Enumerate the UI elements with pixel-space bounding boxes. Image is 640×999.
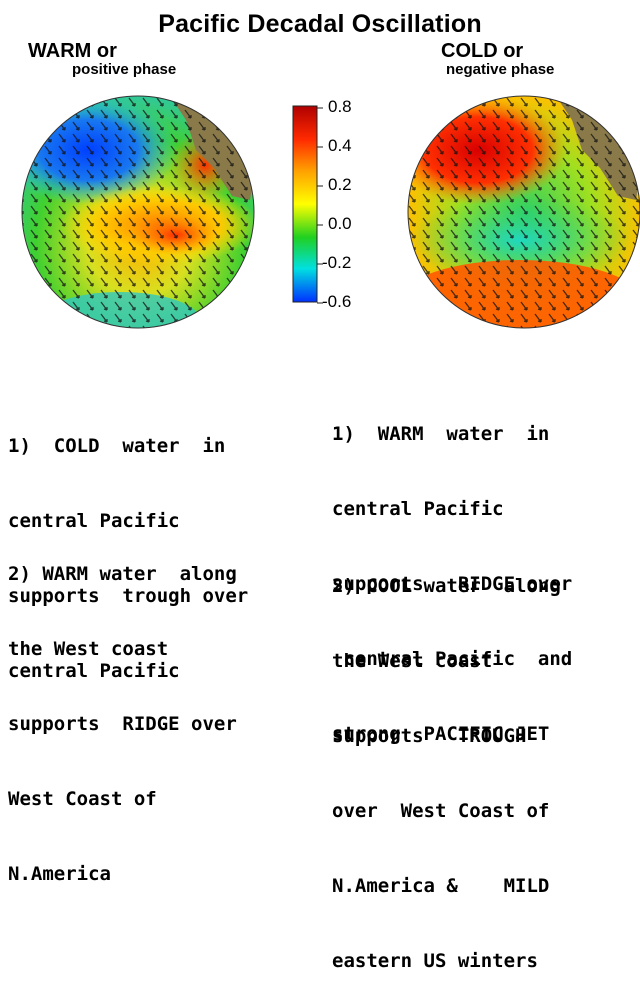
warm-phase-point-2: 2) WARM water along the West coast suppo…	[8, 512, 237, 912]
text-line: central Pacific	[332, 498, 504, 520]
scale-tick-label: -0.6	[322, 292, 352, 311]
text-line: supports RIDGE over	[8, 713, 237, 735]
page-title: Pacific Decadal Oscillation	[158, 10, 482, 38]
text-line: the West coast	[8, 638, 169, 660]
text-line: 1) WARM water in	[332, 423, 550, 445]
scale-tick-label: 0.2	[328, 175, 352, 194]
scale-tick-label: 0.4	[328, 136, 352, 155]
scale-tick-label: 0.8	[328, 97, 352, 116]
text-line: central Pacific	[8, 660, 180, 682]
text-line: over West Coast of	[332, 800, 550, 822]
cold-phase-sublabel: negative phase	[446, 61, 555, 78]
scale-tick-label: -0.2	[322, 253, 352, 272]
warm-phase-globe	[22, 96, 254, 328]
text-line: eastern US winters	[332, 950, 538, 972]
scale-tick-label: 0.0	[328, 214, 352, 233]
warm-phase-point-1: 1) COLD water in central Pacific support…	[8, 384, 248, 709]
text-line: supports TROUGH	[332, 725, 527, 747]
text-line: N.America	[8, 863, 111, 885]
text-line: central Pacific	[8, 510, 180, 532]
cold-phase-globe	[408, 96, 640, 328]
text-line: central Pacific and	[332, 648, 573, 670]
text-line: 2) WARM water along	[8, 563, 237, 585]
globes-illustration	[21, 95, 640, 329]
text-line: supports RIDGE over	[332, 573, 573, 595]
text-line: West Coast of	[8, 788, 157, 810]
text-line: 2) COOL water along	[332, 575, 561, 597]
text-line: supports trough over	[8, 585, 249, 607]
cold-phase-label: COLD or	[441, 40, 524, 62]
color-scale	[292, 105, 323, 304]
warm-phase-label: WARM or	[28, 40, 117, 62]
text-line: the West coast	[332, 650, 493, 672]
cold-phase-point-2: 2) COOL water along the West coast suppo…	[332, 524, 561, 999]
warm-phase-sublabel: positive phase	[72, 61, 177, 78]
text-line: N.America & MILD	[332, 875, 550, 897]
text-line: 1) COLD water in	[8, 435, 226, 457]
